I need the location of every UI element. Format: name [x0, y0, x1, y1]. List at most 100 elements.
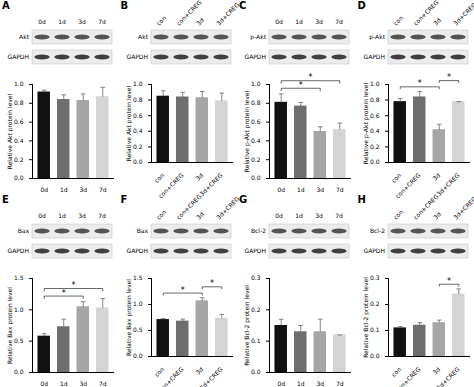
- svg-text:0.0: 0.0: [369, 352, 379, 359]
- svg-text:*: *: [299, 81, 303, 90]
- svg-text:0.6: 0.6: [14, 118, 24, 125]
- svg-text:3d+CREG: 3d+CREG: [214, 194, 240, 220]
- svg-text:1.0: 1.0: [251, 80, 261, 87]
- svg-text:0.5: 0.5: [132, 326, 142, 333]
- svg-text:*: *: [447, 276, 451, 285]
- svg-text:0.0: 0.0: [132, 158, 142, 165]
- svg-text:1.5: 1.5: [132, 274, 142, 281]
- svg-text:3d: 3d: [78, 212, 86, 219]
- svg-text:Relative Bax protein level: Relative Bax protein level: [124, 278, 132, 355]
- svg-text:con: con: [391, 14, 404, 27]
- svg-text:GAPDH: GAPDH: [363, 247, 385, 254]
- svg-text:*: *: [72, 281, 76, 290]
- svg-text:3d+CREG: 3d+CREG: [214, 1, 240, 27]
- svg-text:Akt: Akt: [138, 33, 149, 40]
- svg-text:con: con: [391, 208, 404, 221]
- svg-text:con+CREG: con+CREG: [156, 171, 184, 199]
- svg-text:*: *: [180, 285, 184, 294]
- svg-text:0.2: 0.2: [14, 156, 24, 163]
- svg-text:0.4: 0.4: [369, 127, 379, 134]
- svg-text:Bcl-2: Bcl-2: [369, 227, 384, 234]
- svg-text:GAPDH: GAPDH: [7, 53, 29, 60]
- svg-text:7d: 7d: [99, 379, 107, 386]
- svg-text:*: *: [62, 288, 66, 297]
- svg-text:1d: 1d: [295, 18, 303, 25]
- svg-text:0.8: 0.8: [369, 96, 379, 103]
- svg-text:1.0: 1.0: [369, 80, 379, 87]
- svg-text:Relative Bax protein level: Relative Bax protein level: [6, 286, 14, 363]
- svg-text:7d: 7d: [336, 186, 344, 193]
- svg-text:1.0: 1.0: [132, 300, 142, 307]
- svg-text:1d: 1d: [58, 18, 66, 25]
- svg-text:3d: 3d: [193, 365, 203, 375]
- svg-text:3d+CREG: 3d+CREG: [451, 1, 474, 27]
- svg-text:0.2: 0.2: [369, 300, 379, 307]
- svg-text:1d: 1d: [297, 379, 305, 386]
- svg-text:con: con: [389, 365, 402, 378]
- svg-text:0d: 0d: [275, 18, 283, 25]
- svg-text:0.2: 0.2: [132, 143, 142, 150]
- svg-text:con+CREG: con+CREG: [393, 171, 421, 199]
- svg-text:3d: 3d: [315, 212, 323, 219]
- svg-text:3d+CREG: 3d+CREG: [198, 365, 224, 387]
- svg-text:3d: 3d: [431, 16, 441, 26]
- svg-text:0.6: 0.6: [251, 118, 261, 125]
- svg-text:7d: 7d: [98, 18, 106, 25]
- svg-text:0d: 0d: [40, 186, 48, 193]
- svg-text:3d: 3d: [193, 171, 203, 181]
- svg-text:Akt: Akt: [19, 33, 30, 40]
- svg-text:0d: 0d: [40, 379, 48, 386]
- svg-text:1d: 1d: [58, 212, 66, 219]
- svg-text:0.6: 0.6: [132, 112, 142, 119]
- svg-text:1d: 1d: [295, 212, 303, 219]
- svg-text:0.2: 0.2: [251, 305, 261, 312]
- svg-text:con: con: [152, 365, 165, 378]
- svg-text:3d: 3d: [79, 186, 87, 193]
- svg-text:0.1: 0.1: [369, 326, 379, 333]
- svg-text:GAPDH: GAPDH: [7, 247, 29, 254]
- svg-text:con: con: [152, 171, 165, 184]
- svg-text:0d: 0d: [38, 18, 46, 25]
- svg-text:3d: 3d: [431, 210, 441, 220]
- svg-text:1d: 1d: [60, 379, 68, 386]
- svg-text:Relative Bcl-2 protein level: Relative Bcl-2 protein level: [243, 284, 251, 365]
- svg-text:p-Akt: p-Akt: [250, 33, 266, 41]
- svg-text:3d: 3d: [316, 379, 324, 386]
- svg-text:3d: 3d: [78, 18, 86, 25]
- svg-text:0d: 0d: [277, 186, 285, 193]
- svg-text:con+CREG: con+CREG: [156, 365, 184, 387]
- svg-text:0.8: 0.8: [251, 99, 261, 106]
- svg-text:0.4: 0.4: [132, 127, 142, 134]
- svg-text:con: con: [154, 14, 167, 27]
- svg-text:Relative Akt protein level: Relative Akt protein level: [124, 85, 132, 161]
- svg-text:GAPDH: GAPDH: [126, 247, 148, 254]
- svg-text:3d: 3d: [316, 186, 324, 193]
- svg-text:GAPDH: GAPDH: [244, 247, 266, 254]
- svg-text:0.0: 0.0: [14, 174, 24, 181]
- svg-text:Bax: Bax: [18, 227, 30, 234]
- svg-text:7d: 7d: [335, 18, 343, 25]
- svg-text:Bax: Bax: [136, 227, 148, 234]
- svg-text:0.0: 0.0: [132, 352, 142, 359]
- svg-text:1.0: 1.0: [14, 305, 24, 312]
- svg-text:7d: 7d: [336, 379, 344, 386]
- svg-text:p-Akt: p-Akt: [369, 33, 385, 41]
- svg-text:3d: 3d: [430, 365, 440, 375]
- svg-text:0.2: 0.2: [251, 156, 261, 163]
- svg-text:0d: 0d: [277, 379, 285, 386]
- svg-text:3d+CREG: 3d+CREG: [198, 171, 224, 197]
- svg-text:3d+CREG: 3d+CREG: [451, 194, 474, 220]
- svg-text:3d: 3d: [194, 16, 204, 26]
- svg-text:0.4: 0.4: [251, 137, 261, 144]
- svg-text:con: con: [154, 208, 167, 221]
- svg-text:3d+CREG: 3d+CREG: [435, 365, 461, 387]
- svg-text:Bcl-2: Bcl-2: [251, 227, 266, 234]
- svg-text:con+CREG: con+CREG: [393, 365, 421, 387]
- svg-text:7d: 7d: [99, 186, 107, 193]
- svg-text:Relative p-Akt protein level: Relative p-Akt protein level: [361, 83, 369, 165]
- svg-text:Relative Akt protein level: Relative Akt protein level: [6, 93, 14, 169]
- svg-text:0.6: 0.6: [369, 112, 379, 119]
- svg-text:0.0: 0.0: [369, 158, 379, 165]
- svg-text:GAPDH: GAPDH: [363, 53, 385, 60]
- svg-text:*: *: [210, 279, 214, 288]
